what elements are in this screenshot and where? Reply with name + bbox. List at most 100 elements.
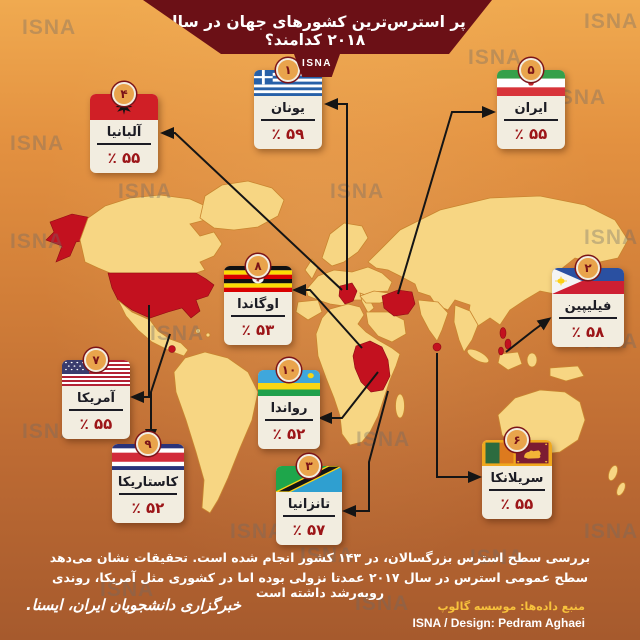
isna-watermark: ISNA [10,132,65,155]
map-east-africa [352,340,391,393]
stress-percent: ٪ ۵۸ [571,323,605,341]
country-card-srilanka: ۶ سریلانکا ٪ ۵۵ [482,428,552,519]
isna-watermark: ISNA [230,520,285,543]
agency-signature: خبرگزاری دانشجویان ایران، ایسنا. [26,596,242,614]
arrow-philippines [505,317,552,353]
map-borneo [497,351,523,371]
isna-watermark: ISNA [100,578,155,601]
arrow-rwanda [318,371,379,424]
country-name: کاستاریکا [117,475,179,490]
rank-badge: ۱۰ [277,358,301,382]
map-usa [107,272,215,319]
divider [231,315,285,317]
map-srilanka [432,342,442,352]
map-iran [381,289,416,317]
map-costarica [168,345,176,353]
rank-badge: ۱ [276,58,300,82]
data-source: منبع داده‌ها: موسسه گالوپ [437,600,585,613]
map-balkans [338,282,358,305]
divider [97,143,151,145]
isna-watermark: ISNA [356,428,411,451]
country-card-usa: ۷ آمریکا ٪ ۵۵ [62,348,130,439]
isna-watermark: ISNA [22,16,77,39]
stress-percent: ٪ ۵۲ [272,425,306,443]
isna-watermark: ISNA [468,46,523,69]
divider [283,515,335,517]
rank-badge: ۹ [136,432,160,456]
arrow-uganda [292,284,363,349]
country-name: اوگاندا [237,297,279,312]
map-iberia [295,299,323,321]
arrow-usa [130,305,150,403]
country-name: ایران [514,101,548,116]
isna-watermark: ISNA [470,546,525,569]
isna-watermark: ISNA [584,226,639,249]
isna-watermark: ISNA [552,86,607,109]
isna-watermark: ISNA [150,322,205,345]
isna-watermark: ISNA [118,180,173,203]
rank-badge: ۸ [246,254,270,278]
stress-percent: ٪ ۵۵ [79,415,113,433]
rank-badge: ۶ [505,428,529,452]
rank-badge: ۴ [112,82,136,106]
isna-watermark: ISNA [355,592,410,615]
arrow-costarica [145,333,171,443]
divider [119,493,177,495]
divider [504,119,558,121]
arrow-albania [160,127,343,291]
map-new-guinea [549,365,585,382]
map-philippines [499,327,507,339]
isna-logo: ISNA [294,54,340,77]
isna-watermark: ISNA [300,544,355,567]
country-name: آمریکا [77,391,115,406]
map-madagascar [395,393,405,419]
divider [559,317,617,319]
country-card-iran: ۵ ایران ٪ ۵۵ [497,58,565,149]
map-india [417,299,449,342]
arrow-srilanka [436,353,482,483]
isna-watermark: ISNA [10,230,65,253]
country-name: سریلانکا [490,471,544,486]
divider [261,119,315,121]
arrow-iran [397,106,496,295]
stress-percent: ٪ ۵۲ [131,499,165,517]
isna-watermark: ISNA [330,180,385,203]
rank-badge: ۲ [576,256,600,280]
stress-percent: ٪ ۵۹ [271,125,305,143]
country-name: یونان [271,101,305,116]
isna-watermark: ISNA [22,420,77,443]
stress-percent: ٪ ۵۷ [292,521,326,539]
arrow-greece [324,98,348,290]
rank-badge: ۵ [519,58,543,82]
map-asia [367,195,629,327]
country-name: رواندا [270,401,308,416]
stress-percent: ٪ ۵۳ [241,321,275,339]
footer-line-1: بررسی سطح استرس بزرگسالان، در ۱۴۳ کشور ا… [49,550,591,565]
infographic-title: پر استرس‌ترین کشورهای جهان در سال ۲۰۱۸ ک… [164,13,466,49]
map-indochina [453,304,479,353]
country-card-uganda: ۸ اوگاندا ٪ ۵۳ [224,254,292,345]
country-card-albania: ۴ آلبانیا ٪ ۵۵ [90,82,158,173]
arrow-tanzania [342,390,389,517]
country-card-philippines: ۲ فیلیپین ٪ ۵۸ [552,256,624,347]
stress-percent: ٪ ۵۵ [514,125,548,143]
map-scandinavia [321,222,369,267]
footer-line-2: سطح عمومی استرس در سال ۲۰۱۷ عمدتا نزولی … [51,570,588,600]
country-name: فیلیپین [564,299,612,314]
country-name: آلبانیا [106,125,142,140]
map-greenland [199,180,285,231]
country-card-greece: ۱ یونان ٪ ۵۹ [254,58,322,149]
stress-percent: ٪ ۵۵ [500,495,534,513]
rank-badge: ۳ [297,454,321,478]
divider [489,489,545,491]
divider [69,409,123,411]
country-card-costarica: ۹ کاستاریکا ٪ ۵۲ [112,432,184,523]
design-credit: ISNA / Design: Pedram Aghaei [412,616,585,630]
country-card-rwanda: ۱۰ رواندا ٪ ۵۲ [258,358,320,449]
isna-watermark: ISNA [584,520,639,543]
map-canada [79,194,223,274]
rank-badge: ۷ [84,348,108,372]
